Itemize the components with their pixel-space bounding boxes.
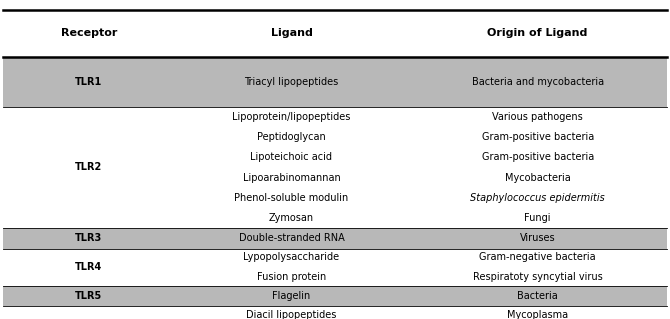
Text: Receptor: Receptor xyxy=(60,28,117,39)
Bar xyxy=(3,57,667,107)
Text: TLR4: TLR4 xyxy=(75,262,103,272)
Text: Origin of Ligand: Origin of Ligand xyxy=(488,28,588,39)
Text: Respiratoty syncytial virus: Respiratoty syncytial virus xyxy=(473,272,602,282)
Text: Phenol-soluble modulin: Phenol-soluble modulin xyxy=(234,193,348,203)
Bar xyxy=(3,249,667,286)
Text: Gram-positive bacteria: Gram-positive bacteria xyxy=(482,132,594,142)
Text: Viruses: Viruses xyxy=(520,234,555,243)
Text: Triacyl lipopeptides: Triacyl lipopeptides xyxy=(245,77,338,87)
Text: Various pathogens: Various pathogens xyxy=(492,112,583,122)
Text: Mycobacteria: Mycobacteria xyxy=(505,173,571,182)
Text: TLR1: TLR1 xyxy=(75,77,103,87)
Bar xyxy=(3,10,667,57)
Text: Staphylococcus epidermitis: Staphylococcus epidermitis xyxy=(470,193,605,203)
Text: Flagelin: Flagelin xyxy=(272,291,311,301)
Bar xyxy=(3,228,667,249)
Text: Gram-negative bacteria: Gram-negative bacteria xyxy=(479,252,596,262)
Bar xyxy=(3,286,667,306)
Text: TLR3: TLR3 xyxy=(75,234,103,243)
Text: Ligand: Ligand xyxy=(271,28,312,39)
Bar xyxy=(3,107,667,228)
Text: Lypopolysaccharide: Lypopolysaccharide xyxy=(243,252,340,262)
Text: Mycoplasma: Mycoplasma xyxy=(507,309,568,319)
Text: Fusion protein: Fusion protein xyxy=(257,272,326,282)
Text: Bacteria: Bacteria xyxy=(517,291,558,301)
Text: Double-stranded RNA: Double-stranded RNA xyxy=(239,234,344,243)
Text: TLR5: TLR5 xyxy=(75,291,103,301)
Text: TLR2: TLR2 xyxy=(75,162,103,173)
Text: Lipoarabinomannan: Lipoarabinomannan xyxy=(243,173,340,182)
Text: Diacil lipopeptides: Diacil lipopeptides xyxy=(247,309,336,319)
Text: Fungi: Fungi xyxy=(525,213,551,223)
Text: Zymosan: Zymosan xyxy=(269,213,314,223)
Text: Lipoprotein/lipopeptides: Lipoprotein/lipopeptides xyxy=(232,112,350,122)
Text: Lipoteichoic acid: Lipoteichoic acid xyxy=(251,152,332,162)
Bar xyxy=(3,306,667,319)
Text: Peptidoglycan: Peptidoglycan xyxy=(257,132,326,142)
Text: Bacteria and mycobacteria: Bacteria and mycobacteria xyxy=(472,77,604,87)
Text: Gram-positive bacteria: Gram-positive bacteria xyxy=(482,152,594,162)
